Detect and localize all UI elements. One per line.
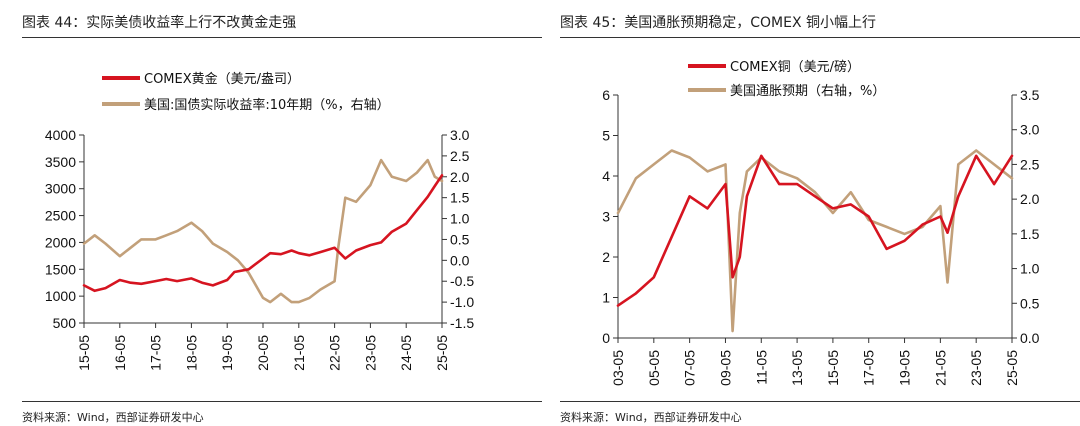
x-tick-label: 24-05 [398, 335, 414, 371]
right-y-tick-label: 2.5 [450, 148, 470, 164]
x-tick-label: 09-05 [717, 350, 733, 386]
right-y-tick-label: -0.5 [450, 273, 474, 289]
right-y-tick-label: 0.0 [450, 252, 470, 268]
left-y-tick-label: 3000 [45, 181, 76, 197]
x-tick-label: 20-05 [255, 335, 271, 371]
right-y-tick-label: 3.0 [450, 127, 470, 143]
left-y-tick-label: 3 [602, 209, 610, 225]
right-title-rule [560, 37, 1080, 38]
x-tick-label: 21-05 [932, 350, 948, 386]
x-tick-label: 17-05 [861, 350, 877, 386]
copper-vs-inflation-chart: 6 5 4 3 2 1 0 3.5 3.0 2.5 2.0 1.5 1.0 0.5 0.0 03-05 05-0… [602, 59, 1040, 386]
series-line-left [82, 174, 444, 293]
legend-label: 美国:国债实际收益率:10年期（%，右轴） [144, 97, 390, 113]
x-tick-label: 25-05 [1004, 350, 1020, 386]
x-tick-label: 23-05 [968, 350, 984, 386]
left-y-tick-label: 4000 [45, 127, 76, 143]
left-y-tick-label: 3500 [45, 154, 76, 170]
x-tick-label: 19-05 [897, 350, 913, 386]
x-tick-label: 23-05 [362, 335, 378, 371]
x-tick-label: 11-05 [753, 350, 769, 385]
left-y-tick-label: 2500 [45, 208, 76, 224]
x-tick-label: 13-05 [789, 350, 805, 386]
left-y-tick-label: 1000 [45, 288, 76, 304]
right-y-tick-label: 2.0 [1020, 191, 1040, 207]
right-y-tick-label: 1.5 [1020, 226, 1040, 242]
legend-label: COMEX铜（美元/磅） [730, 59, 860, 75]
right-chart-title: 图表 45：美国通胀预期稳定，COMEX 铜小幅上行 [560, 15, 877, 31]
x-tick-label: 15-05 [825, 350, 841, 386]
left-y-tick-label: 4 [602, 168, 610, 184]
left-source-note: 资料来源：Wind，西部证券研发中心 [22, 411, 204, 424]
x-tick-label: 18-05 [183, 335, 199, 371]
right-y-tick-label: 3.5 [1020, 87, 1040, 103]
right-y-tick-label: 0.5 [1020, 295, 1040, 311]
left-chart-panel: 图表 44：实际美债收益率上行不改黄金走强 4000 3500 3000 2500 20… [22, 0, 542, 426]
left-y-tick-label: 1 [602, 290, 610, 306]
x-tick-label: 21-05 [291, 335, 307, 371]
x-tick-label: 16-05 [112, 335, 128, 371]
gold-vs-yield-chart: 4000 3500 3000 2500 2000 1500 1000 500 3.0 2.5 2.0… [45, 71, 474, 371]
x-tick-label: 03-05 [610, 350, 626, 386]
series-line-left [616, 154, 1014, 307]
series-line-right [82, 158, 444, 304]
x-tick-label: 19-05 [219, 335, 235, 371]
left-title-rule [22, 37, 542, 38]
x-tick-label: 22-05 [327, 335, 343, 371]
x-tick-label: 05-05 [646, 350, 662, 386]
right-y-tick-label: 2.0 [450, 169, 470, 185]
right-y-tick-label: 1.0 [450, 211, 470, 227]
x-tick-label: 17-05 [148, 335, 164, 371]
x-tick-label: 15-05 [76, 335, 92, 371]
right-y-tick-label: 1.0 [1020, 261, 1040, 277]
right-y-tick-label: -1.0 [450, 294, 474, 310]
legend-label: 美国通胀预期（右轴，%） [730, 84, 885, 99]
x-tick-label: 07-05 [682, 350, 698, 386]
legend-label: COMEX黄金（美元/盎司） [144, 71, 300, 87]
right-chart-panel: 图表 45：美国通胀预期稳定，COMEX 铜小幅上行 6 5 4 3 2 1 0 3.5 3.0… [560, 0, 1080, 426]
right-y-tick-label: 1.5 [450, 190, 470, 206]
left-chart-title: 图表 44：实际美债收益率上行不改黄金走强 [22, 15, 297, 31]
left-y-tick-label: 500 [53, 315, 77, 331]
right-source-rule [560, 401, 1080, 402]
left-y-tick-label: 1500 [45, 261, 76, 277]
right-y-tick-label: 3.0 [1020, 122, 1040, 138]
left-y-tick-label: 5 [602, 128, 610, 144]
series-line-right [616, 149, 1014, 333]
x-tick-label: 25-05 [434, 335, 450, 371]
left-source-rule [22, 401, 542, 402]
right-y-tick-label: -1.5 [450, 315, 474, 331]
left-y-tick-label: 2000 [45, 234, 76, 250]
right-source-note: 资料来源：Wind，西部证券研发中心 [560, 411, 742, 424]
right-y-tick-label: 0.5 [450, 231, 470, 247]
right-y-tick-label: 0.0 [1020, 330, 1040, 346]
right-y-tick-label: 2.5 [1020, 156, 1040, 172]
left-y-tick-label: 0 [602, 330, 610, 346]
left-y-tick-label: 2 [602, 249, 610, 265]
left-y-tick-label: 6 [602, 87, 610, 103]
